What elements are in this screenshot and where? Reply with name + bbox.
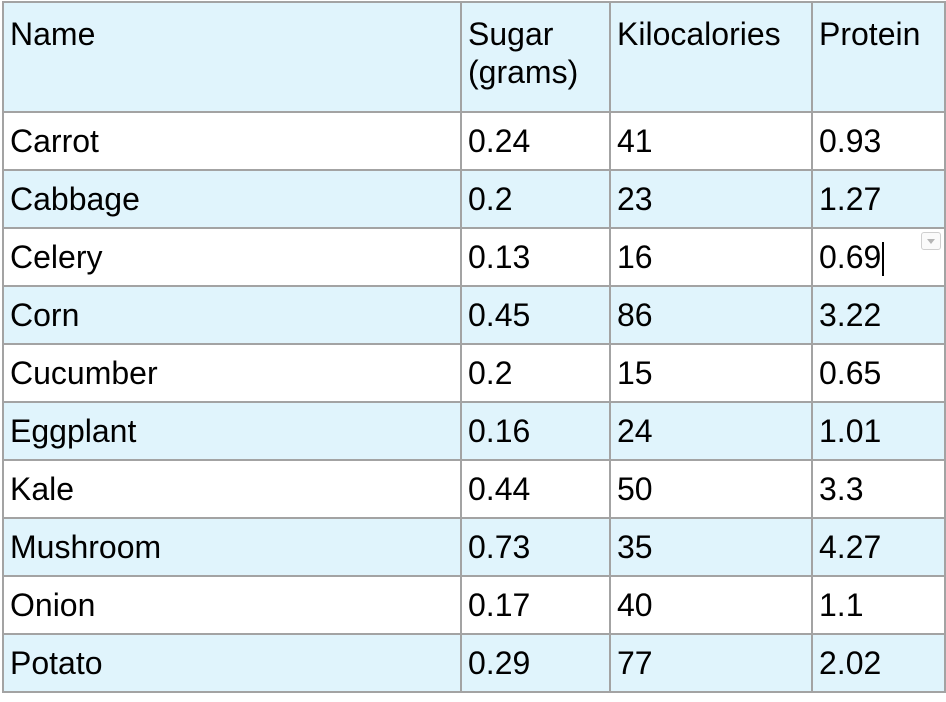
- table-row: Eggplant 0.16 24 1.01: [2, 401, 946, 461]
- header-row: Name Sugar (grams) Kilocalories Protein: [2, 1, 946, 113]
- cell-sugar[interactable]: 0.17: [460, 575, 611, 635]
- cell-kilocalories[interactable]: 41: [609, 111, 813, 171]
- cell-protein[interactable]: 0.65: [811, 343, 946, 403]
- cell-protein-editing[interactable]: 0.69: [811, 227, 946, 287]
- cell-kilocalories[interactable]: 15: [609, 343, 813, 403]
- cell-protein[interactable]: 4.27: [811, 517, 946, 577]
- cell-protein[interactable]: 3.3: [811, 459, 946, 519]
- cell-kilocalories[interactable]: 24: [609, 401, 813, 461]
- header-cell-protein[interactable]: Protein: [811, 1, 946, 113]
- cell-name[interactable]: Onion: [2, 575, 462, 635]
- cell-kilocalories[interactable]: 50: [609, 459, 813, 519]
- table-row: Cucumber 0.2 15 0.65: [2, 343, 946, 403]
- table-row: Celery 0.13 16 0.69: [2, 227, 946, 287]
- cell-kilocalories[interactable]: 77: [609, 633, 813, 693]
- cell-kilocalories[interactable]: 35: [609, 517, 813, 577]
- cell-kilocalories[interactable]: 16: [609, 227, 813, 287]
- cell-protein[interactable]: 3.22: [811, 285, 946, 345]
- cell-sugar[interactable]: 0.44: [460, 459, 611, 519]
- cell-kilocalories[interactable]: 40: [609, 575, 813, 635]
- cell-protein[interactable]: 1.1: [811, 575, 946, 635]
- table-row: Cabbage 0.2 23 1.27: [2, 169, 946, 229]
- cell-protein[interactable]: 1.01: [811, 401, 946, 461]
- cell-protein[interactable]: 0.93: [811, 111, 946, 171]
- header-cell-kilocalories[interactable]: Kilocalories: [609, 1, 813, 113]
- table-row: Potato 0.29 77 2.02: [2, 633, 946, 693]
- cell-sugar[interactable]: 0.73: [460, 517, 611, 577]
- table-row: Kale 0.44 50 3.3: [2, 459, 946, 519]
- cell-name[interactable]: Mushroom: [2, 517, 462, 577]
- cell-name[interactable]: Corn: [2, 285, 462, 345]
- cell-sugar[interactable]: 0.13: [460, 227, 611, 287]
- table-row: Mushroom 0.73 35 4.27: [2, 517, 946, 577]
- cell-edit-value[interactable]: 0.69: [819, 238, 882, 275]
- table-row: Onion 0.17 40 1.1: [2, 575, 946, 635]
- header-cell-sugar[interactable]: Sugar (grams): [460, 1, 611, 113]
- cell-sugar[interactable]: 0.2: [460, 343, 611, 403]
- cell-name[interactable]: Celery: [2, 227, 462, 287]
- cell-sugar[interactable]: 0.16: [460, 401, 611, 461]
- cell-name[interactable]: Carrot: [2, 111, 462, 171]
- cell-name[interactable]: Cucumber: [2, 343, 462, 403]
- table-row: Corn 0.45 86 3.22: [2, 285, 946, 345]
- cell-protein[interactable]: 1.27: [811, 169, 946, 229]
- table-row: Carrot 0.24 41 0.93: [2, 111, 946, 171]
- cell-sugar[interactable]: 0.2: [460, 169, 611, 229]
- cell-name[interactable]: Eggplant: [2, 401, 462, 461]
- chevron-down-icon[interactable]: [921, 232, 941, 250]
- cell-name[interactable]: Kale: [2, 459, 462, 519]
- cell-name[interactable]: Cabbage: [2, 169, 462, 229]
- cell-sugar[interactable]: 0.45: [460, 285, 611, 345]
- text-caret: [882, 242, 885, 277]
- cell-sugar[interactable]: 0.29: [460, 633, 611, 693]
- header-cell-name[interactable]: Name: [2, 1, 462, 113]
- cell-kilocalories[interactable]: 23: [609, 169, 813, 229]
- cell-sugar[interactable]: 0.24: [460, 111, 611, 171]
- cell-name[interactable]: Potato: [2, 633, 462, 693]
- cell-protein[interactable]: 2.02: [811, 633, 946, 693]
- cell-kilocalories[interactable]: 86: [609, 285, 813, 345]
